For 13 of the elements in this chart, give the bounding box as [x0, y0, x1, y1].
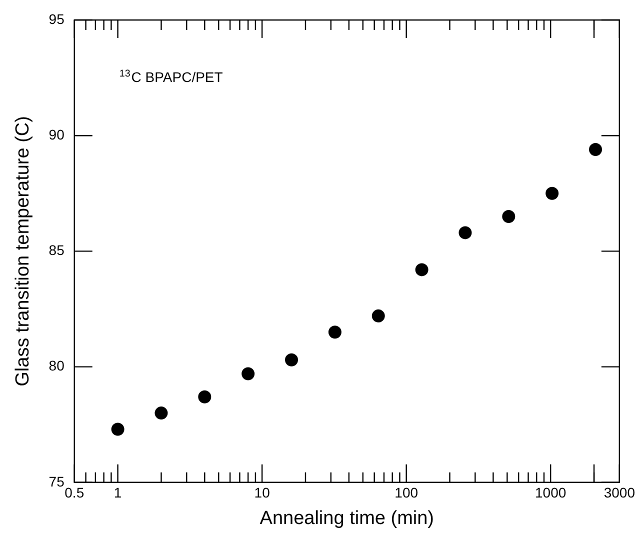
- y-tick-label: 95: [48, 10, 65, 27]
- x-tick-label: 0.5: [64, 484, 84, 501]
- x-axis-title: Annealing time (min): [260, 508, 434, 529]
- x-tick-label: 3000: [604, 484, 636, 501]
- y-tick-label: 80: [48, 358, 65, 374]
- x-tick-label: 1: [114, 484, 122, 501]
- x-tick-label: 10: [254, 484, 270, 501]
- y-tick-label: 90: [48, 126, 65, 142]
- x-tick-label: 100: [394, 484, 418, 501]
- y-tick-label: 75: [48, 473, 65, 490]
- x-tick-label: 1000: [535, 484, 566, 501]
- y-tick-label: 85: [48, 242, 65, 258]
- y-axis-title: Glass transition temperature (C): [12, 116, 34, 386]
